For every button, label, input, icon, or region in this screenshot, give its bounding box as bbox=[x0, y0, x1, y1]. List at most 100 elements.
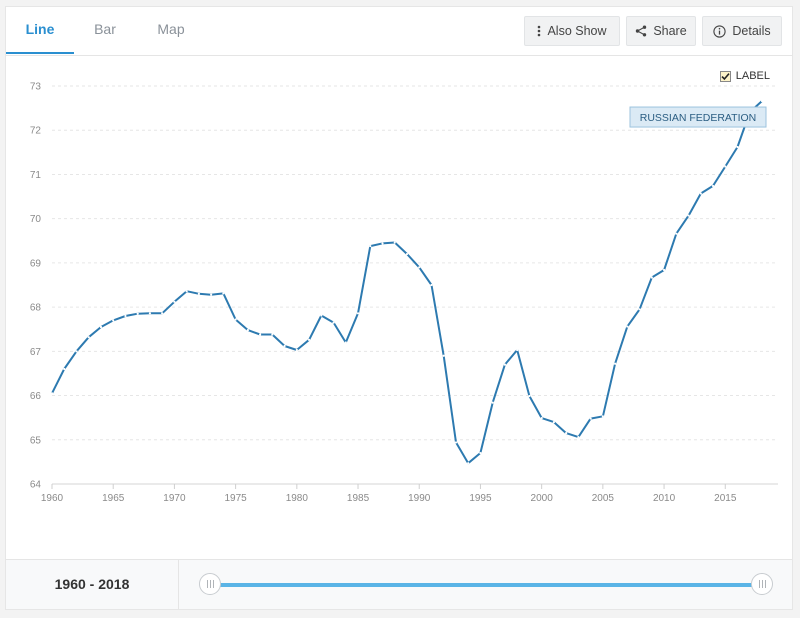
data-point bbox=[614, 362, 617, 365]
line-chart: 64 65 66 67 68 69 70 71 72 73 1960 1965 1970 1975 1980… bbox=[30, 82, 778, 504]
data-point bbox=[479, 451, 482, 455]
x-tick-label: 2000 bbox=[531, 493, 554, 504]
share-icon bbox=[636, 25, 647, 37]
y-tick-label: 68 bbox=[30, 303, 42, 314]
also-show-button[interactable]: Also Show bbox=[524, 16, 620, 46]
data-point bbox=[699, 192, 702, 195]
chart-area: 64 65 66 67 68 69 70 71 72 73 1960 1965 1970 1975 1980… bbox=[6, 56, 792, 561]
data-point bbox=[381, 242, 384, 245]
chart-panel: Line Bar Map Also Show Share Details bbox=[5, 6, 793, 610]
y-tick-label: 73 bbox=[30, 82, 42, 93]
data-point bbox=[87, 336, 90, 339]
details-button[interactable]: Details bbox=[702, 16, 782, 46]
data-point bbox=[503, 363, 507, 366]
label-toggle[interactable]: LABEL bbox=[719, 70, 770, 82]
data-point bbox=[760, 99, 764, 103]
series-line-russian-federation bbox=[51, 100, 763, 465]
data-point bbox=[454, 441, 458, 444]
y-tick-label: 67 bbox=[30, 347, 42, 358]
x-tick-label: 2010 bbox=[653, 493, 676, 504]
series-label-text: RUSSIAN FEDERATION bbox=[640, 112, 756, 124]
checkmark-icon bbox=[721, 72, 730, 80]
y-tick-label: 64 bbox=[30, 480, 42, 491]
y-tick-label: 66 bbox=[30, 391, 42, 402]
range-start-handle[interactable] bbox=[199, 573, 221, 595]
x-tick-label: 1965 bbox=[102, 493, 125, 504]
data-point bbox=[295, 348, 298, 352]
data-point bbox=[222, 292, 225, 295]
data-point bbox=[442, 354, 445, 357]
data-point bbox=[271, 333, 274, 336]
data-point bbox=[577, 436, 580, 439]
also-show-label: Also Show bbox=[547, 24, 607, 38]
grip-icon bbox=[206, 580, 214, 588]
x-tick-label: 1995 bbox=[469, 493, 492, 504]
data-point bbox=[234, 318, 237, 321]
data-point bbox=[112, 319, 115, 322]
x-tick-label: 1990 bbox=[408, 493, 431, 504]
data-point bbox=[173, 300, 176, 303]
grip-icon bbox=[758, 580, 766, 588]
y-tick-label: 72 bbox=[30, 126, 42, 137]
y-tick-label: 65 bbox=[30, 435, 42, 446]
y-tick-label: 70 bbox=[30, 214, 42, 225]
data-point bbox=[711, 184, 715, 188]
data-point bbox=[50, 392, 54, 395]
data-point bbox=[638, 308, 641, 311]
x-tick-label: 1980 bbox=[286, 493, 309, 504]
data-point bbox=[197, 292, 200, 295]
data-point bbox=[307, 338, 311, 341]
x-tick-label: 1975 bbox=[224, 493, 247, 504]
series-label-box bbox=[629, 106, 767, 128]
data-point bbox=[259, 333, 262, 336]
x-tick-label: 1960 bbox=[41, 493, 64, 504]
data-point bbox=[430, 283, 433, 287]
data-point bbox=[516, 348, 519, 352]
data-point bbox=[344, 341, 347, 344]
data-point bbox=[161, 312, 164, 315]
share-label: Share bbox=[653, 24, 687, 38]
tab-line[interactable]: Line bbox=[6, 7, 74, 54]
data-point bbox=[687, 214, 690, 217]
label-checkbox[interactable] bbox=[719, 70, 731, 82]
data-point bbox=[283, 344, 286, 348]
data-point bbox=[136, 312, 139, 315]
data-point bbox=[736, 145, 739, 149]
data-point bbox=[393, 241, 396, 244]
x-tick-label: 2015 bbox=[714, 493, 737, 504]
data-point bbox=[589, 417, 592, 420]
data-point bbox=[63, 367, 66, 371]
data-point bbox=[724, 165, 727, 168]
data-point bbox=[601, 415, 604, 418]
data-point bbox=[565, 432, 568, 435]
share-button[interactable]: Share bbox=[626, 16, 696, 46]
data-point bbox=[210, 293, 213, 296]
y-tick-label: 71 bbox=[30, 170, 42, 181]
tab-map[interactable]: Map bbox=[157, 21, 185, 37]
x-tick-label: 2005 bbox=[592, 493, 615, 504]
label-checkbox-text: LABEL bbox=[735, 70, 770, 82]
data-point bbox=[467, 462, 470, 465]
year-range-track[interactable] bbox=[216, 583, 760, 587]
data-point bbox=[332, 321, 335, 324]
more-vertical-icon bbox=[538, 25, 541, 37]
data-point bbox=[124, 314, 127, 318]
range-end-handle[interactable] bbox=[751, 573, 773, 595]
data-point bbox=[491, 401, 494, 404]
data-point bbox=[99, 325, 103, 329]
data-point bbox=[369, 244, 372, 248]
data-point bbox=[552, 420, 555, 424]
data-point bbox=[405, 252, 409, 256]
info-icon bbox=[713, 24, 727, 38]
x-tick-label: 1970 bbox=[163, 493, 186, 504]
tab-bar-chart[interactable]: Bar bbox=[94, 21, 116, 37]
data-point bbox=[540, 417, 543, 420]
timeline-footer: 1960 - 2018 bbox=[6, 559, 792, 609]
data-point bbox=[662, 268, 666, 272]
data-point bbox=[418, 266, 421, 269]
data-point bbox=[246, 329, 249, 332]
x-tick-label: 1985 bbox=[347, 493, 370, 504]
data-point bbox=[148, 312, 152, 315]
year-range-label: 1960 - 2018 bbox=[6, 560, 179, 609]
data-point bbox=[650, 276, 653, 279]
